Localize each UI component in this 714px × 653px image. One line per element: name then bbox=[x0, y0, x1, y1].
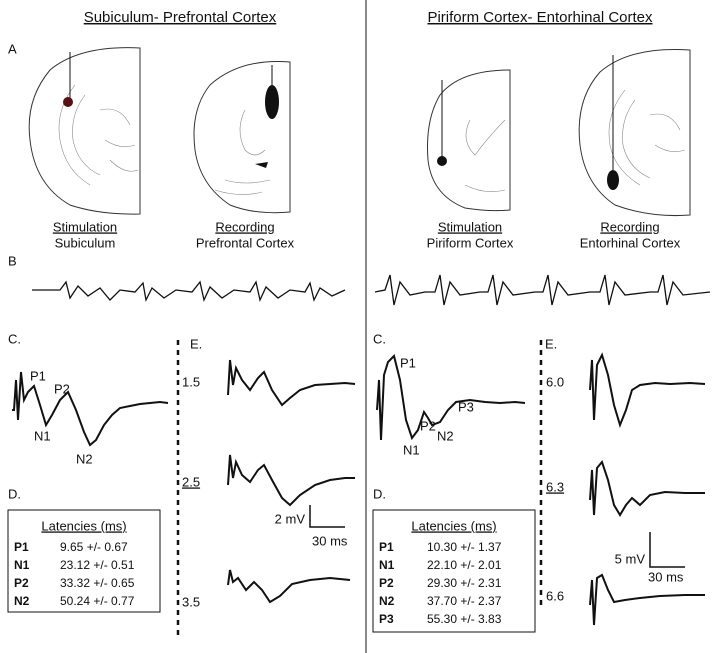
trace bbox=[227, 569, 351, 604]
rec-label: Recording bbox=[215, 219, 274, 234]
latency-peak: P2 bbox=[379, 576, 394, 590]
panel-label: C. bbox=[8, 331, 21, 346]
trace bbox=[12, 371, 169, 447]
trace bbox=[32, 280, 346, 303]
scale-voltage: 2 mV bbox=[275, 511, 306, 526]
latency-peak: P2 bbox=[14, 576, 29, 590]
latency-title: Latencies (ms) bbox=[41, 518, 126, 533]
scale-time: 30 ms bbox=[648, 569, 684, 584]
trace bbox=[376, 354, 526, 441]
panel-label: A bbox=[8, 41, 17, 56]
latency-peak: P1 bbox=[379, 540, 394, 554]
latency-value: 22.10 +/- 2.01 bbox=[427, 558, 502, 572]
trace bbox=[589, 459, 705, 517]
stim-region: Subiculum bbox=[55, 235, 116, 250]
trace bbox=[374, 274, 711, 306]
panel-label: E. bbox=[190, 336, 202, 351]
stim-region: Piriform Cortex bbox=[427, 235, 514, 250]
latency-peak: N2 bbox=[379, 594, 395, 608]
latency-value: 10.30 +/- 1.37 bbox=[427, 540, 502, 554]
intensity: 6.6 bbox=[546, 588, 564, 603]
scale-voltage: 5 mV bbox=[615, 551, 646, 566]
brain-section bbox=[193, 61, 291, 214]
panel-label: D. bbox=[8, 486, 21, 501]
intensity: 2.5 bbox=[182, 474, 200, 489]
rec-region: Prefrontal Cortex bbox=[196, 235, 295, 250]
intensity: 6.3 bbox=[546, 479, 564, 494]
trace bbox=[589, 352, 706, 429]
trace bbox=[589, 573, 705, 626]
peak-label: P1 bbox=[400, 355, 416, 370]
latency-value: 23.12 +/- 0.51 bbox=[60, 558, 135, 572]
latency-peak: P3 bbox=[379, 612, 394, 626]
brain-section bbox=[427, 69, 511, 212]
intensity: 1.5 bbox=[182, 374, 200, 389]
intensity: 6.0 bbox=[546, 374, 564, 389]
latency-value: 55.30 +/- 3.83 bbox=[427, 612, 502, 626]
peak-label: N1 bbox=[34, 428, 51, 443]
latency-value: 29.30 +/- 2.31 bbox=[427, 576, 502, 590]
latency-box bbox=[372, 509, 536, 633]
scale-bar bbox=[309, 505, 345, 528]
latency-box bbox=[7, 509, 161, 613]
scale-time: 30 ms bbox=[312, 533, 348, 548]
peak-label: N2 bbox=[76, 451, 93, 466]
trace bbox=[227, 359, 356, 407]
peak-label: P2 bbox=[420, 418, 436, 433]
stim-label: Stimulation bbox=[53, 219, 117, 234]
latency-title: Latencies (ms) bbox=[411, 518, 496, 533]
intensity: 3.5 bbox=[182, 594, 200, 609]
panel-label: C. bbox=[373, 331, 386, 346]
left-title: Subiculum- Prefrontal Cortex bbox=[84, 9, 277, 26]
panel-label: B bbox=[8, 253, 17, 268]
rec-region: Entorhinal Cortex bbox=[580, 235, 681, 250]
right-title: Piriform Cortex- Entorhinal Cortex bbox=[427, 9, 653, 26]
peak-label: P3 bbox=[458, 399, 474, 414]
latency-value: 37.70 +/- 2.37 bbox=[427, 594, 502, 608]
scale-bar bbox=[649, 532, 685, 568]
peak-label: P2 bbox=[54, 381, 70, 396]
latency-peak: N2 bbox=[14, 594, 30, 608]
peak-label: P1 bbox=[30, 368, 46, 383]
peak-label: N1 bbox=[403, 442, 420, 457]
latency-peak: P1 bbox=[14, 540, 29, 554]
peak-label: N2 bbox=[437, 428, 454, 443]
brain-section bbox=[578, 49, 691, 217]
latency-peak: N1 bbox=[14, 558, 30, 572]
trace bbox=[227, 454, 355, 507]
panel-label: D. bbox=[373, 486, 386, 501]
panel-label: E. bbox=[545, 336, 557, 351]
brain-section bbox=[28, 47, 141, 215]
stim-label: Stimulation bbox=[438, 219, 502, 234]
latency-value: 50.24 +/- 0.77 bbox=[60, 594, 135, 608]
latency-value: 9.65 +/- 0.67 bbox=[60, 540, 128, 554]
latency-value: 33.32 +/- 0.65 bbox=[60, 576, 135, 590]
latency-peak: N1 bbox=[379, 558, 395, 572]
rec-label: Recording bbox=[600, 219, 659, 234]
